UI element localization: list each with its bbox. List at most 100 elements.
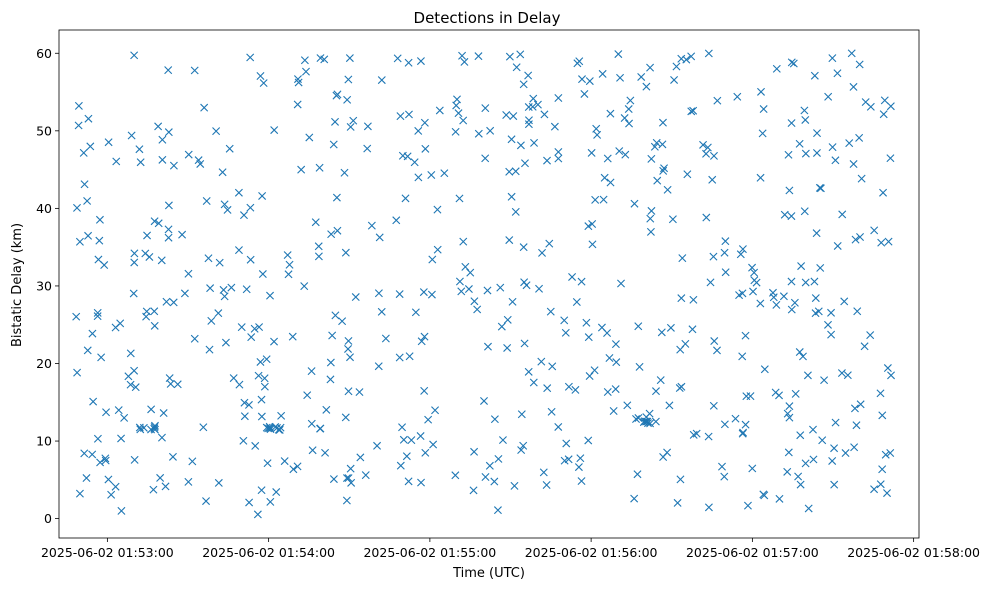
data-point (590, 366, 599, 375)
data-point (481, 104, 490, 113)
data-point (801, 115, 810, 124)
x-tick-label: 2025-06-02 01:53:00 (41, 545, 174, 560)
data-point (503, 315, 512, 324)
data-point (221, 338, 230, 347)
data-point (300, 56, 309, 65)
data-point (599, 195, 608, 204)
data-point (410, 158, 419, 167)
data-point (843, 371, 852, 380)
data-point (94, 255, 103, 264)
data-point (877, 238, 886, 247)
data-point (759, 490, 768, 499)
data-point (112, 157, 121, 166)
data-point (633, 470, 642, 479)
data-point (104, 138, 113, 147)
data-point (145, 252, 154, 261)
data-point (750, 268, 759, 277)
x-tick-label: 2025-06-02 01:56:00 (525, 545, 658, 560)
data-point (264, 424, 273, 433)
data-point (720, 420, 729, 429)
data-point (508, 297, 517, 306)
data-point (833, 241, 842, 250)
data-point (84, 231, 93, 240)
data-point (857, 174, 866, 183)
data-point (73, 368, 82, 377)
data-point (830, 444, 839, 453)
data-point (381, 334, 390, 343)
data-point (219, 285, 228, 294)
data-point (756, 299, 765, 308)
data-point (545, 239, 554, 248)
y-tick-label: 10 (36, 434, 52, 449)
data-point (474, 52, 483, 61)
data-point (853, 307, 862, 316)
data-point (399, 435, 408, 444)
data-point (483, 286, 492, 295)
data-point (331, 117, 340, 126)
data-point (396, 112, 405, 121)
data-point (355, 388, 364, 397)
x-axis: 2025-06-02 01:53:00 2025-06-02 01:54:00 20… (41, 538, 980, 560)
data-point (603, 388, 612, 397)
data-point (117, 434, 126, 443)
data-point (154, 219, 163, 228)
data-point (466, 268, 475, 277)
data-point (407, 436, 416, 445)
data-point (517, 410, 526, 419)
data-point (433, 245, 442, 254)
data-point (417, 337, 426, 346)
data-point (284, 270, 293, 279)
data-point (322, 405, 331, 414)
data-point (97, 353, 106, 362)
data-point (855, 133, 864, 142)
data-point (803, 371, 812, 380)
data-point (673, 498, 682, 507)
data-point (787, 58, 796, 67)
data-point (257, 486, 266, 495)
data-point (651, 387, 660, 396)
data-point (520, 278, 529, 287)
data-point (704, 503, 713, 512)
data-point (678, 254, 687, 263)
data-point (812, 148, 821, 157)
data-point (643, 417, 652, 426)
data-point (668, 215, 677, 224)
data-point (214, 309, 223, 318)
data-point (850, 404, 859, 413)
data-point (459, 116, 468, 125)
data-point (879, 188, 888, 197)
data-point (164, 225, 173, 234)
data-point (752, 278, 761, 287)
data-point (688, 325, 697, 334)
data-point (338, 317, 347, 326)
data-point (585, 77, 594, 86)
data-point (481, 473, 490, 482)
data-point (598, 69, 607, 78)
data-point (164, 233, 173, 242)
data-point (824, 320, 832, 329)
data-point (331, 311, 340, 320)
data-point (395, 353, 404, 362)
data-point (361, 471, 370, 480)
data-point (344, 336, 353, 345)
data-point (800, 106, 809, 115)
data-point (827, 330, 836, 339)
data-point (344, 387, 353, 396)
data-point (190, 66, 199, 75)
data-point (884, 237, 893, 246)
data-point (82, 474, 91, 483)
data-point (624, 105, 633, 114)
data-point (143, 231, 152, 240)
data-point (454, 109, 463, 118)
data-point (342, 474, 351, 483)
data-point (420, 118, 429, 127)
data-point (250, 324, 259, 333)
data-point (709, 151, 718, 160)
data-point (149, 485, 158, 494)
data-point (130, 258, 139, 267)
data-point (809, 425, 817, 434)
data-point (615, 147, 624, 156)
data-point (626, 96, 635, 105)
data-point (524, 367, 533, 376)
data-point (93, 308, 102, 317)
